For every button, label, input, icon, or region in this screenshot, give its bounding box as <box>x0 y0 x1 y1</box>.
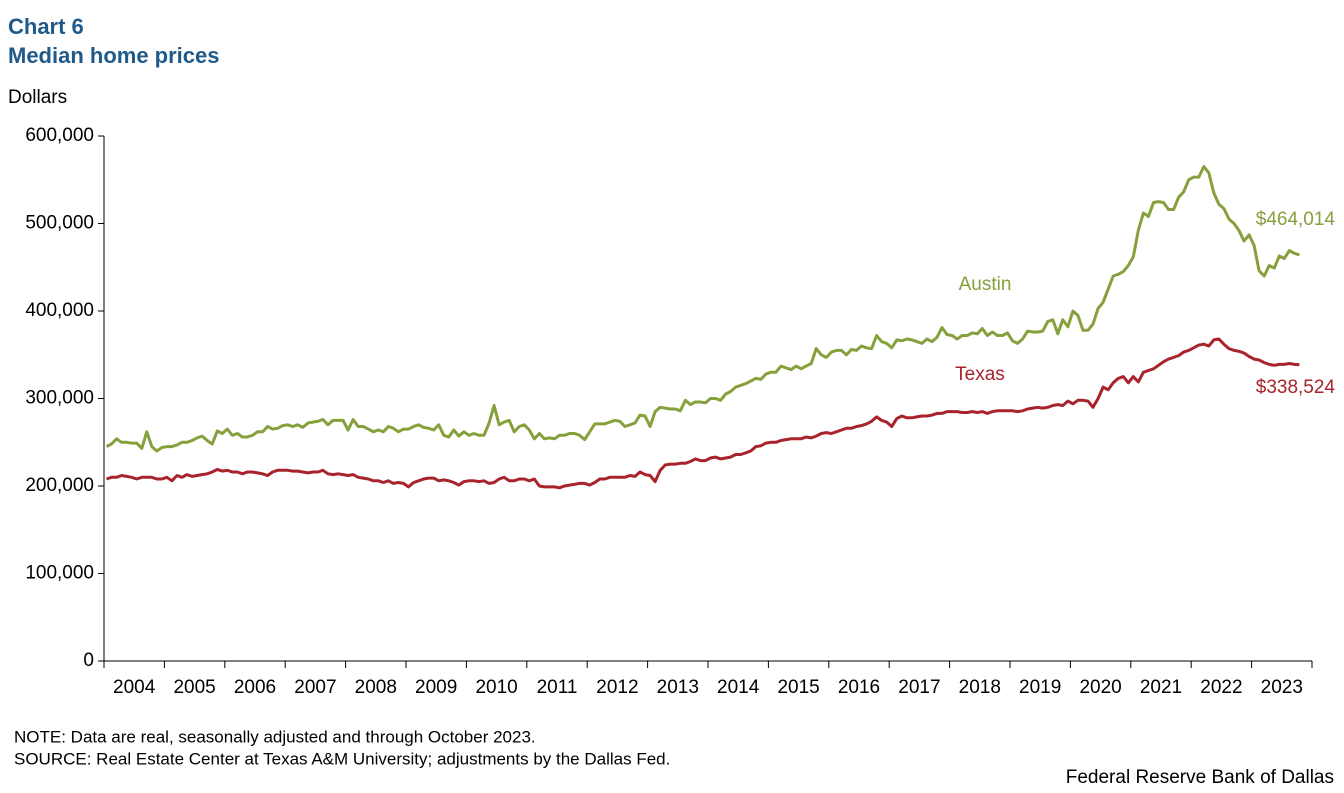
x-tick-label: 2011 <box>537 677 578 698</box>
x-tick-label: 2016 <box>838 677 880 698</box>
x-tick-label: 2017 <box>898 677 940 698</box>
x-tick-label: 2009 <box>415 677 457 698</box>
y-tick-label: 100,000 <box>25 563 94 584</box>
chart-subtitle: Median home prices <box>8 43 220 68</box>
x-tick-label: 2012 <box>596 677 638 698</box>
y-tick-label: 500,000 <box>25 213 94 234</box>
legend-label: Texas <box>955 364 1005 385</box>
x-tick-label: 2007 <box>294 677 336 698</box>
value-label: $338,524 <box>1256 377 1336 398</box>
y-tick-label: 300,000 <box>25 388 94 409</box>
source: SOURCE: Real Estate Center at Texas A&M … <box>14 749 670 768</box>
y-tick-label: 600,000 <box>25 125 94 146</box>
x-tick-label: 2022 <box>1200 677 1242 698</box>
series-line <box>106 337 1300 490</box>
credit: Federal Reserve Bank of Dallas <box>1066 767 1334 788</box>
x-tick-label: 2014 <box>717 677 760 698</box>
y-tick-label: 0 <box>83 650 94 671</box>
x-tick-label: 2015 <box>777 677 819 698</box>
x-tick-label: 2006 <box>234 677 276 698</box>
x-tick-label: 2013 <box>657 677 699 698</box>
chart-title: Chart 6 <box>8 14 84 39</box>
x-tick-label: 2010 <box>475 677 517 698</box>
y-tick-label: 200,000 <box>25 475 94 496</box>
x-tick-label: 2004 <box>113 677 156 698</box>
legend-label: Austin <box>959 274 1012 295</box>
x-tick-label: 2019 <box>1019 677 1061 698</box>
y-tick-label: 400,000 <box>25 300 94 321</box>
x-tick-label: 2008 <box>355 677 397 698</box>
y-axis-label: Dollars <box>8 87 67 108</box>
x-tick-label: 2021 <box>1140 677 1182 698</box>
series-line <box>105 165 1300 453</box>
x-tick-label: 2005 <box>173 677 215 698</box>
x-tick-label: 2023 <box>1261 677 1303 698</box>
x-tick-label: 2018 <box>959 677 1001 698</box>
value-label: $464,014 <box>1256 209 1336 230</box>
x-tick-label: 2020 <box>1079 677 1121 698</box>
note: NOTE: Data are real, seasonally adjusted… <box>14 727 536 746</box>
